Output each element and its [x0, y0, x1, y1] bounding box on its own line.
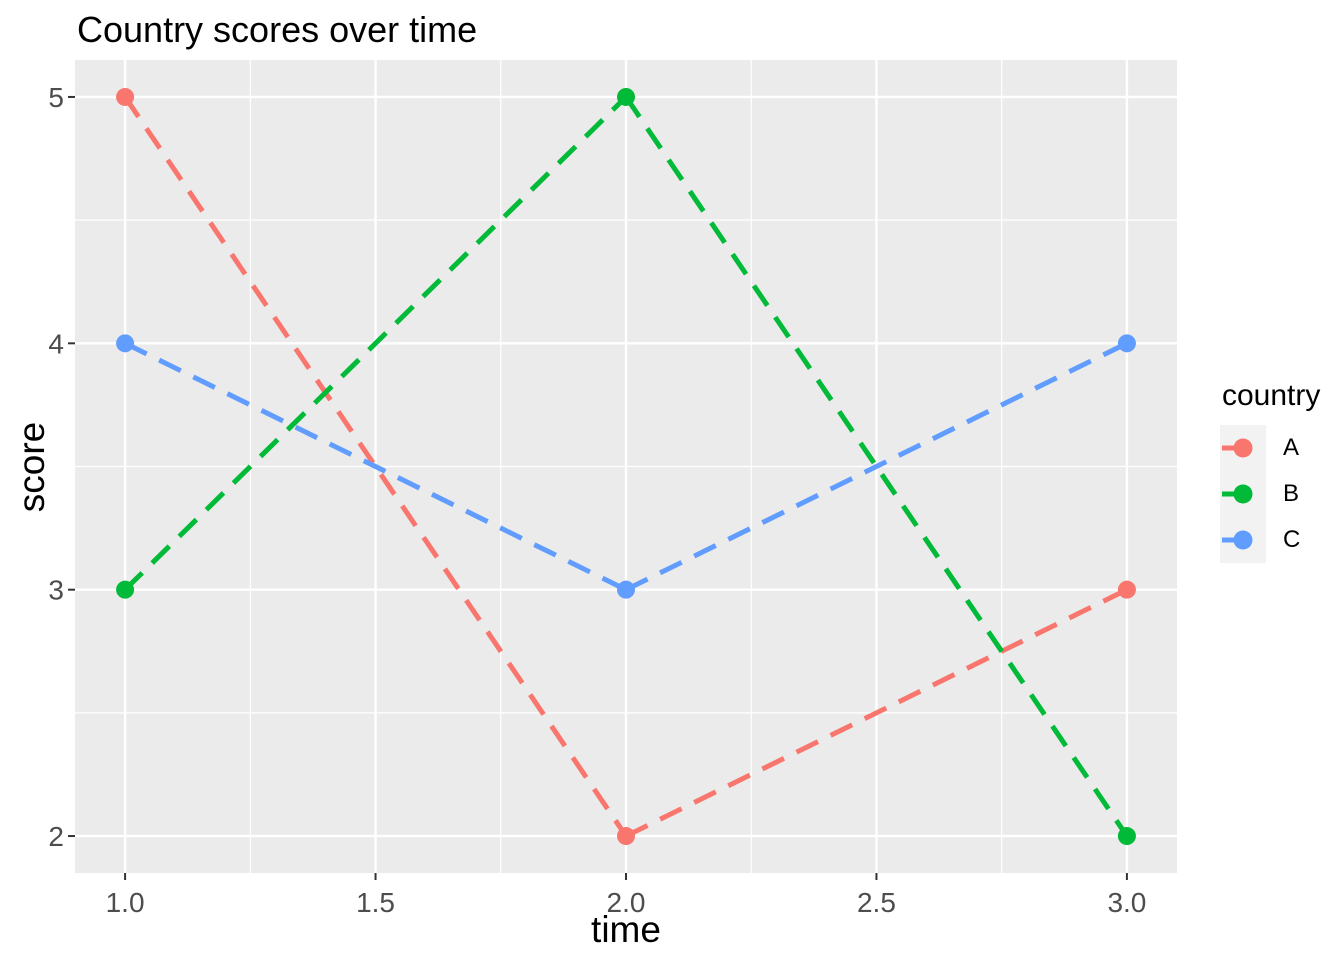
- y-tick-label: 4: [48, 328, 64, 359]
- data-point-A: [116, 87, 135, 106]
- legend-label: C: [1283, 526, 1301, 553]
- x-axis-title: time: [591, 909, 661, 950]
- x-tick-label: 3.0: [1107, 887, 1146, 918]
- legend-title: country: [1222, 379, 1321, 412]
- y-tick-label: 2: [48, 821, 64, 852]
- data-point-C: [116, 334, 135, 353]
- legend-label: A: [1283, 434, 1300, 461]
- series-line-B: [623, 95, 1129, 838]
- legend-key-swatch: [1220, 471, 1266, 517]
- legend-item-C: C: [1220, 517, 1320, 563]
- series-line-A: [123, 95, 629, 838]
- legend-item-B: B: [1220, 471, 1320, 517]
- data-point-B: [617, 87, 635, 106]
- data-point-A: [617, 827, 635, 846]
- legend-key-glyph-icon: [1222, 438, 1253, 458]
- chart-title: Country scores over time: [77, 9, 478, 50]
- x-tick-label: 2.0: [607, 887, 646, 918]
- x-tick-label: 1.5: [356, 887, 395, 918]
- data-point-B: [1117, 827, 1136, 846]
- legend-key-swatch: [1220, 425, 1266, 471]
- legend-key-swatch: [1220, 517, 1266, 563]
- series-line-B: [123, 95, 628, 592]
- legend-key-glyph-icon: [1222, 484, 1253, 504]
- y-axis-title: score: [11, 421, 52, 513]
- data-point-C: [617, 580, 635, 599]
- series-line-C: [624, 341, 1129, 592]
- series-line-C: [123, 341, 628, 592]
- y-tick-label: 5: [48, 82, 64, 113]
- x-tick-label: 1.0: [106, 887, 145, 918]
- series-line-A: [624, 587, 1129, 839]
- data-point-C: [1117, 334, 1136, 353]
- data-point-A: [1117, 580, 1136, 599]
- y-tick-label: 3: [48, 575, 64, 606]
- legend-item-A: A: [1220, 425, 1320, 471]
- x-tick-label: 2.5: [857, 887, 896, 918]
- legend-key-glyph-icon: [1222, 530, 1253, 550]
- legend-label: B: [1283, 480, 1300, 507]
- data-point-B: [116, 580, 135, 599]
